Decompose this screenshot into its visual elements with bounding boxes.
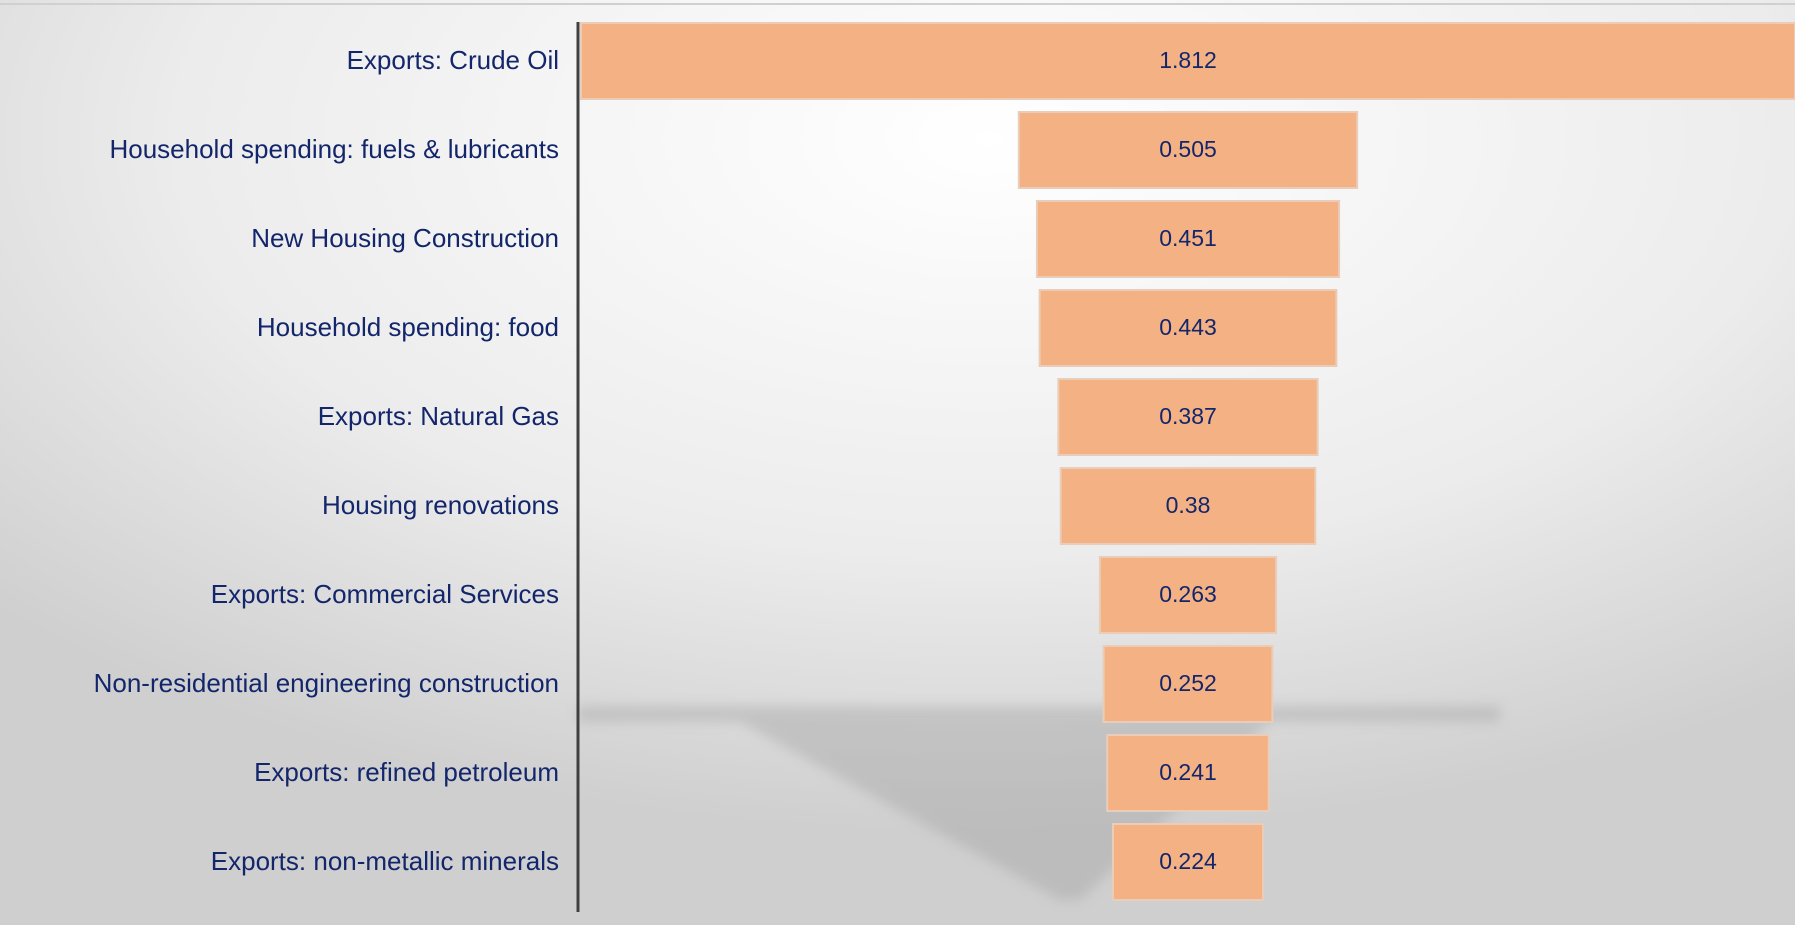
bar bbox=[580, 22, 1795, 100]
bar bbox=[1059, 467, 1317, 545]
bar bbox=[1106, 734, 1270, 812]
value-label: 0.224 bbox=[1159, 848, 1217, 874]
value-label: 0.451 bbox=[1159, 225, 1217, 251]
bar bbox=[1038, 289, 1338, 367]
category-label: Household spending: fuels & lubricants bbox=[109, 134, 559, 164]
category-label: Exports: Commercial Services bbox=[211, 579, 559, 609]
category-label: Housing renovations bbox=[322, 490, 559, 520]
value-label: 1.812 bbox=[1159, 47, 1217, 73]
value-label: 0.387 bbox=[1159, 403, 1217, 429]
category-label: Non-residential engineering construction bbox=[94, 668, 559, 698]
category-label: Exports: non-metallic minerals bbox=[211, 846, 559, 876]
bar bbox=[1035, 200, 1341, 278]
category-label: New Housing Construction bbox=[251, 223, 559, 253]
bar bbox=[1057, 378, 1319, 456]
value-label: 0.505 bbox=[1159, 136, 1217, 162]
category-label: Exports: refined petroleum bbox=[254, 757, 559, 787]
category-label: Household spending: food bbox=[257, 312, 559, 342]
bar bbox=[1111, 823, 1265, 901]
value-label: 0.443 bbox=[1159, 314, 1217, 340]
category-label: Exports: Natural Gas bbox=[318, 401, 559, 431]
value-label: 0.263 bbox=[1159, 581, 1217, 607]
shadow bbox=[578, 706, 1500, 900]
category-label: Exports: Crude Oil bbox=[347, 45, 559, 75]
value-label: 0.252 bbox=[1159, 670, 1217, 696]
bar bbox=[1102, 645, 1274, 723]
bar bbox=[1098, 556, 1278, 634]
value-label: 0.241 bbox=[1159, 759, 1217, 785]
value-label: 0.38 bbox=[1166, 492, 1211, 518]
bar bbox=[1017, 111, 1359, 189]
